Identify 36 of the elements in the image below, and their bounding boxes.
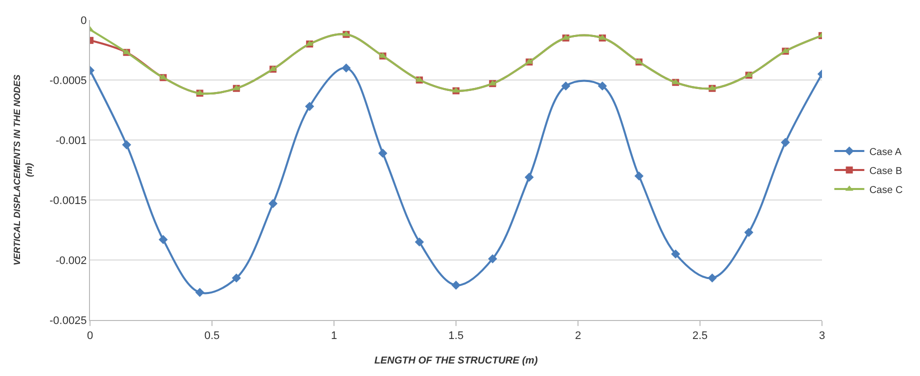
x-axis-title: LENGTH OF THE STRUCTURE (m)	[374, 356, 538, 367]
y-tick-label: 0	[80, 14, 87, 27]
y-tick-label: -0.0005	[49, 74, 87, 87]
y-tick-label: -0.001	[56, 134, 87, 147]
point	[671, 249, 680, 259]
point	[342, 63, 351, 73]
point	[305, 102, 314, 111]
point	[451, 280, 461, 290]
point	[378, 148, 388, 158]
point	[158, 235, 168, 244]
point	[122, 140, 132, 150]
point	[634, 171, 644, 181]
legend-label: Case C	[869, 184, 903, 196]
point	[780, 138, 790, 147]
point	[598, 81, 607, 91]
x-tick-label: 1.5	[448, 330, 464, 342]
legend-label: Case B	[869, 166, 902, 177]
x-tick-label: 2.5	[692, 330, 708, 342]
y-axis-title: VERTICAL DISPLACEMENTS IN THE NODES (m)	[12, 74, 34, 266]
point	[488, 254, 498, 264]
legend-label: Case A	[869, 146, 902, 158]
point	[561, 81, 570, 91]
point	[268, 199, 278, 208]
y-tick-label: -0.0015	[49, 194, 87, 207]
x-tick-label: 3	[818, 330, 826, 342]
point	[708, 273, 717, 283]
point	[524, 172, 534, 182]
point	[195, 288, 204, 297]
point	[414, 237, 424, 247]
point	[232, 273, 241, 283]
y-tick-label: -0.0025	[49, 314, 87, 327]
x-tick-label: 1	[330, 330, 338, 342]
x-tick-label: 2	[574, 330, 582, 342]
point	[744, 228, 754, 237]
x-tick-label: 0.5	[204, 330, 220, 342]
y-tick-label: -0.002	[56, 254, 87, 267]
